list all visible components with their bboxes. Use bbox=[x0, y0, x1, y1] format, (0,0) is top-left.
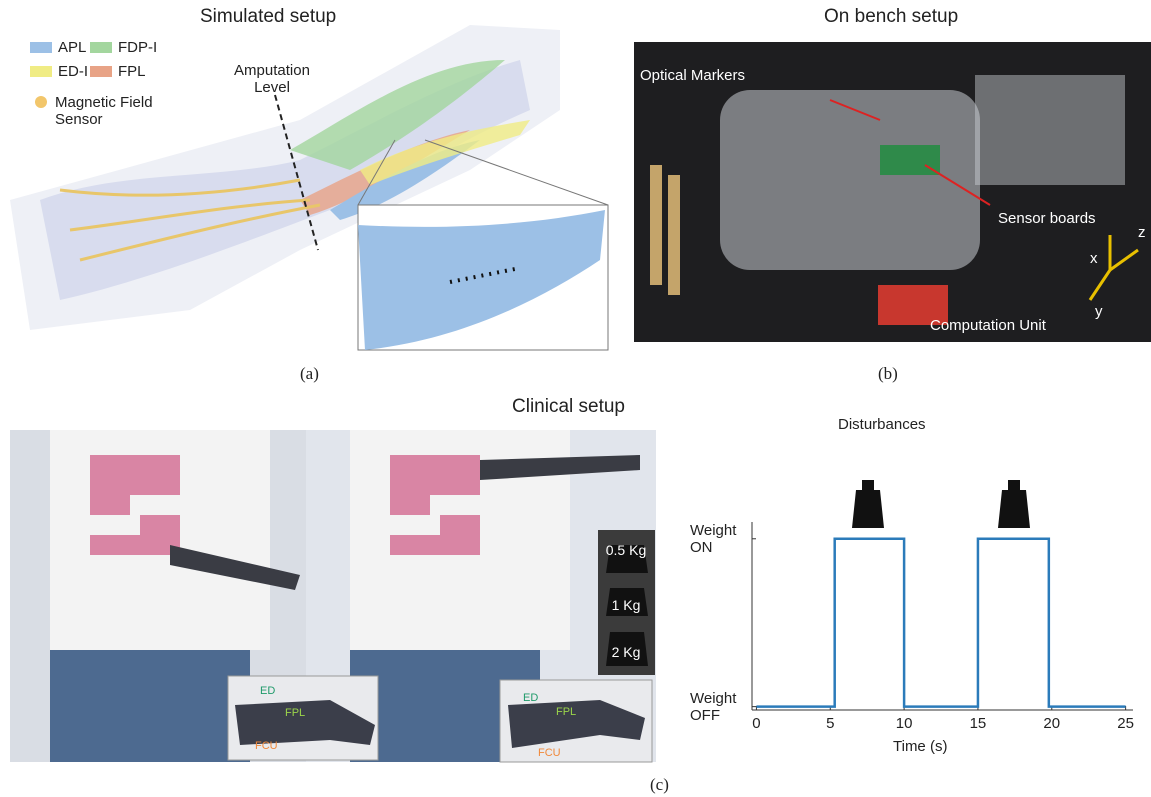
legend-label: Magnetic Field Sensor bbox=[55, 94, 185, 128]
page: 0 5 10 15 20 25 Simulated setup APL FDP-I ED-… bbox=[0, 0, 1151, 797]
axis-label: x bbox=[1090, 250, 1098, 267]
legend-label: FPL bbox=[118, 63, 146, 80]
weight-label: 2 Kg bbox=[601, 644, 651, 661]
disturbances-chart: 0 5 10 15 20 25 bbox=[752, 522, 1134, 732]
inset-label: FPL bbox=[556, 704, 576, 721]
panel-title: Clinical setup bbox=[512, 398, 625, 415]
legend-label: APL bbox=[58, 39, 86, 56]
axis-label: y bbox=[1095, 303, 1103, 320]
panel-title: On bench setup bbox=[824, 8, 958, 25]
caption: (a) bbox=[300, 365, 319, 382]
chart-title: Disturbances bbox=[838, 416, 926, 433]
panel-title: Simulated setup bbox=[200, 8, 336, 25]
annotation: Amputation Level bbox=[222, 62, 322, 96]
weight-icon bbox=[998, 480, 1030, 528]
y-tick-label: Weight ON bbox=[690, 522, 745, 556]
y-tick-label: Weight OFF bbox=[690, 690, 745, 724]
x-tick-label: 20 bbox=[1043, 715, 1060, 732]
x-tick-label: 15 bbox=[970, 715, 987, 732]
axis-label: z bbox=[1138, 224, 1146, 241]
x-tick-label: 5 bbox=[826, 715, 834, 732]
line bbox=[756, 539, 1125, 707]
inset-label: FCU bbox=[538, 745, 561, 762]
photo-label: Sensor boards bbox=[998, 210, 1096, 227]
caption: (c) bbox=[650, 776, 669, 793]
photo-label: Optical Markers bbox=[640, 67, 745, 84]
inset-label: FCU bbox=[255, 738, 278, 755]
photo-label: Computation Unit bbox=[930, 317, 1046, 334]
x-tick-label: 25 bbox=[1117, 715, 1134, 732]
weight-label: 0.5 Kg bbox=[601, 542, 651, 559]
inset-label: FPL bbox=[285, 705, 305, 722]
weight-icon bbox=[852, 480, 884, 528]
caption: (b) bbox=[878, 365, 898, 382]
x-axis-label: Time (s) bbox=[893, 738, 947, 755]
legend-label: FDP-I bbox=[118, 39, 157, 56]
legend-label: ED-I bbox=[58, 63, 88, 80]
x-tick-label: 10 bbox=[896, 715, 913, 732]
weight-label: 1 Kg bbox=[601, 597, 651, 614]
bench-photo bbox=[634, 42, 1151, 342]
x-tick-label: 0 bbox=[752, 715, 760, 732]
inset-label: ED bbox=[523, 690, 538, 707]
inset-label: ED bbox=[260, 683, 275, 700]
